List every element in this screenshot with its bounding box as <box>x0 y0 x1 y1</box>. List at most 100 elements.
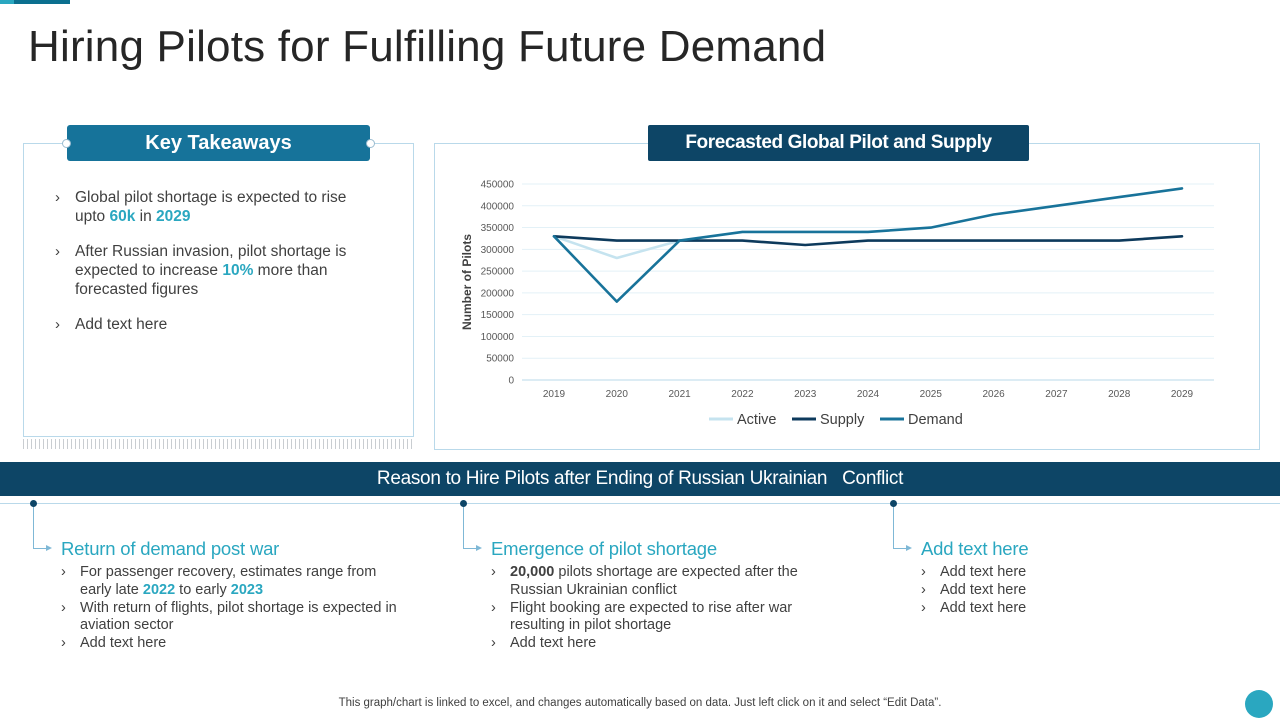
pilot-forecast-line-chart[interactable]: 0 50000 100000 150000 200000 250000 300000 3500… <box>434 160 1260 450</box>
text-run: Flight booking are expected to rise afte… <box>510 599 793 634</box>
chevron-right-icon: › <box>55 316 60 333</box>
bullet-text: Add text here <box>940 564 1026 582</box>
takeaway-item: › Add text here <box>55 315 375 334</box>
key-takeaways-panel <box>23 143 414 437</box>
x-tick-label: 2026 <box>982 389 1005 400</box>
bullet-text: 20,000 pilots shortage are expected afte… <box>510 564 821 600</box>
reason-item: › Flight booking are expected to rise aft… <box>491 600 821 636</box>
y-tick-label: 150000 <box>481 310 515 321</box>
takeaway-item: › Global pilot shortage is expected to ri… <box>55 188 375 226</box>
y-tick-label: 350000 <box>481 223 515 234</box>
x-tick-label: 2025 <box>920 389 943 400</box>
bullet-text: Add text here <box>510 635 596 653</box>
text-run: Add text here <box>75 316 168 333</box>
x-tick-label: 2020 <box>606 389 629 400</box>
reason-item: › With return of flights, pilot shortage … <box>61 600 401 636</box>
takeaway-item: › After Russian invasion, pilot shortage … <box>55 242 375 299</box>
arrow-right-icon <box>906 545 912 551</box>
page-title: Hiring Pilots for Fulfilling Future Dema… <box>28 22 827 71</box>
chevron-right-icon: › <box>491 635 496 652</box>
text-run: Add text here <box>940 581 1027 598</box>
text-run: For passenger recovery, estimates range … <box>80 564 377 598</box>
chart-header: Forecasted Global Pilot and Supply <box>648 125 1029 161</box>
x-tick-label: 2029 <box>1171 389 1194 400</box>
reason-item: › Add text here <box>921 582 1221 600</box>
y-axis-label: Number of Pilots <box>460 234 474 330</box>
top-accent-bar-dark <box>14 0 70 4</box>
x-tick-label: 2021 <box>668 389 691 400</box>
x-tick-label: 2028 <box>1108 389 1131 400</box>
highlight-value: 2022 <box>142 581 176 598</box>
y-tick-label: 50000 <box>486 354 514 365</box>
y-tick-label: 250000 <box>481 267 515 278</box>
bullet-text: Add text here <box>940 600 1026 618</box>
text-run: Add text here <box>940 564 1027 580</box>
y-tick-label: 450000 <box>481 180 515 191</box>
column-list-pilot-shortage: › 20,000 pilots shortage are expected aft… <box>491 564 821 653</box>
column-title-return-of-demand: Return of demand post war <box>61 538 280 559</box>
reason-item: › Add text here <box>491 635 821 653</box>
bullet-text: Add text here <box>80 635 166 653</box>
bullet-text: After Russian invasion, pilot shortage i… <box>75 242 375 299</box>
bold-value: 20,000 <box>510 564 555 580</box>
bullet-text: With return of flights, pilot shortage i… <box>80 600 401 636</box>
x-tick-label: 2024 <box>857 389 880 400</box>
series-line-active <box>552 235 681 260</box>
text-run: With return of flights, pilot shortage i… <box>80 599 397 634</box>
y-tick-label: 0 <box>508 376 514 387</box>
header-left-dot-decoration <box>62 139 71 148</box>
top-accent-bar-light <box>0 0 14 4</box>
text-run: After Russian invasion, pilot shortage i… <box>75 243 347 279</box>
column-title-add-text: Add text here <box>921 538 1029 559</box>
text-run: Global pilot shortage is expected to ris… <box>75 189 347 225</box>
reason-divider-line <box>0 503 1280 504</box>
key-takeaways-hatch-decoration <box>23 439 414 449</box>
highlight-value: 2023 <box>230 581 264 598</box>
text-run: in <box>135 208 157 225</box>
x-tick-label: 2027 <box>1045 389 1068 400</box>
text-run: Add text here <box>510 635 597 652</box>
reason-banner: Reason to Hire Pilots after Ending of Ru… <box>0 462 1280 496</box>
column-title-pilot-shortage: Emergence of pilot shortage <box>491 538 717 559</box>
reason-item: › Add text here <box>921 600 1221 618</box>
bullet-text: For passenger recovery, estimates range … <box>80 564 401 600</box>
chevron-right-icon: › <box>921 599 926 616</box>
chevron-right-icon: › <box>61 599 66 616</box>
corner-circle-decoration <box>1245 690 1273 718</box>
y-tick-label: 300000 <box>481 245 515 256</box>
chevron-right-icon: › <box>491 599 496 616</box>
footnote: This graph/chart is linked to excel, and… <box>338 697 942 709</box>
chevron-right-icon: › <box>61 564 66 580</box>
reason-item: › Add text here <box>61 635 401 653</box>
chevron-right-icon: › <box>61 635 66 652</box>
text-run: pilots shortage are expected after the R… <box>510 564 798 598</box>
x-tick-label: 2023 <box>794 389 817 400</box>
chevron-right-icon: › <box>921 564 926 580</box>
y-tick-label: 200000 <box>481 288 515 299</box>
text-run: to early <box>175 581 231 598</box>
chevron-right-icon: › <box>55 189 60 206</box>
highlight-value: 60k <box>109 208 136 225</box>
text-run: Add text here <box>80 635 167 652</box>
series-line-demand <box>552 187 1184 303</box>
bullet-text: Add text here <box>75 315 167 334</box>
text-run: more than forecasted figures <box>75 262 328 298</box>
column-list-add-text: › Add text here › Add text here › Add text he… <box>921 564 1221 617</box>
reason-item: › 20,000 pilots shortage are expected aft… <box>491 564 821 600</box>
text-run: Add text here <box>940 599 1027 616</box>
x-tick-label: 2019 <box>543 389 566 400</box>
legend-label-demand: Demand <box>908 412 963 428</box>
bullet-text: Flight booking are expected to rise afte… <box>510 600 821 636</box>
bullet-text: Add text here <box>940 582 1026 600</box>
x-tick-label: 2022 <box>731 389 754 400</box>
highlight-value: 2029 <box>156 208 191 225</box>
chevron-right-icon: › <box>491 564 496 580</box>
highlight-value: 10% <box>222 262 254 279</box>
y-tick-label: 400000 <box>481 201 515 212</box>
key-takeaways-header: Key Takeaways <box>67 125 370 161</box>
chevron-right-icon: › <box>921 581 926 598</box>
y-tick-label: 100000 <box>481 332 515 343</box>
key-takeaways-list: › Global pilot shortage is expected to ri… <box>55 188 375 350</box>
reason-item: › For passenger recovery, estimates range… <box>61 564 401 600</box>
header-right-dot-decoration <box>366 139 375 148</box>
